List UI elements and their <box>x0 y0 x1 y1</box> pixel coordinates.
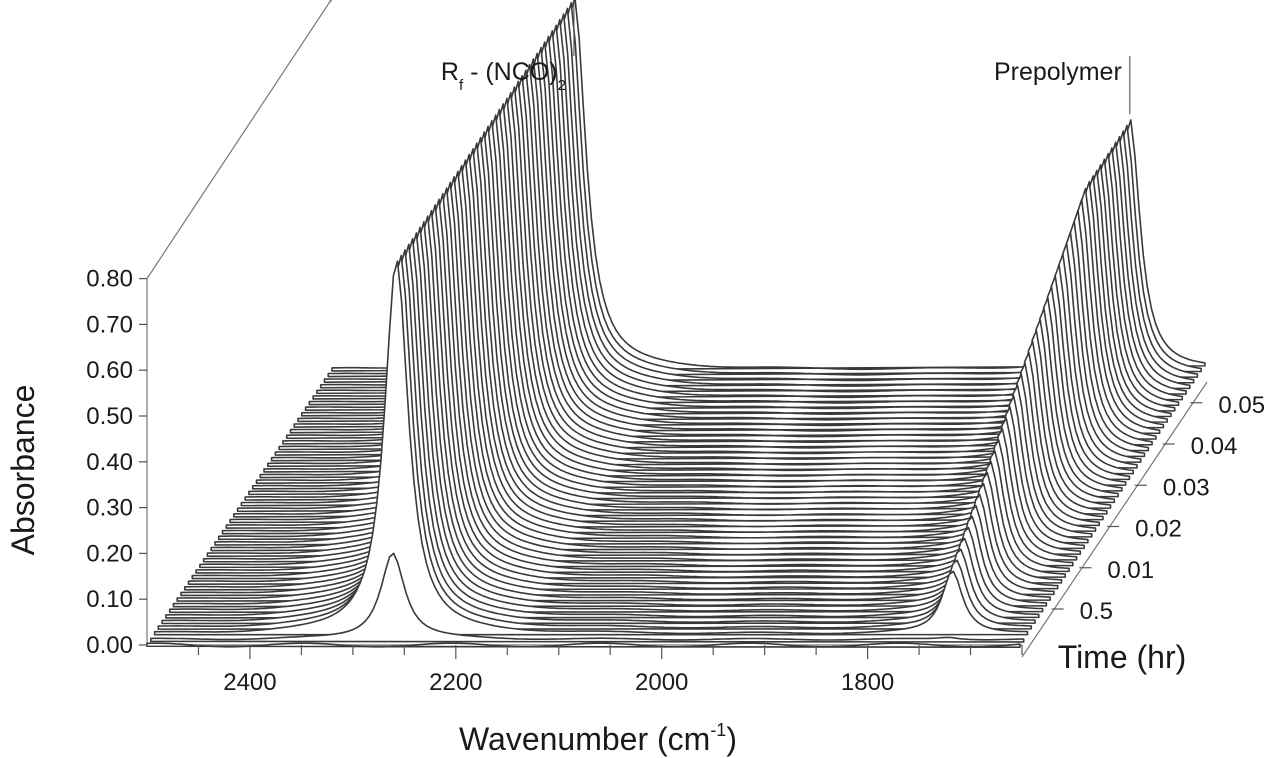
annotation-subscript-2: 2 <box>558 77 566 94</box>
top-left-depth-edge <box>146 0 332 279</box>
annotation-main: Prepolymer <box>994 58 1122 86</box>
spectrum-line <box>149 552 1025 643</box>
peak-annotations: Rf - (NCO)2 Prepolymer <box>441 0 1131 115</box>
y-tick-label: 0.50 <box>86 403 133 430</box>
annotation-subscript: f <box>459 77 464 94</box>
z-axis-ticks: 0.5 0.01 0.02 0.03 0.04 0.05 <box>1051 392 1265 625</box>
x-tick-label: 1800 <box>841 669 894 696</box>
x-axis-title-superscript: -1 <box>710 720 726 740</box>
x-axis-title: Wavenumber (cm-1) <box>459 720 737 757</box>
z-tick-label: 0.04 <box>1191 433 1238 460</box>
z-tick-label: 0.01 <box>1107 557 1154 584</box>
y-tick-label: 0.80 <box>86 266 133 293</box>
annotation-rest: - (NCO) <box>463 58 557 86</box>
z-tick-label: 0.02 <box>1135 516 1182 543</box>
y-tick-label: 0.20 <box>86 540 133 567</box>
right-depth-edge <box>1021 381 1208 658</box>
x-axis-ticks: 2400 2200 2000 1800 <box>197 645 1023 696</box>
z-axis-title: Time (hr) <box>1058 639 1187 675</box>
y-tick-label: 0.70 <box>86 311 133 338</box>
z-tick-label: 0.05 <box>1218 392 1265 419</box>
spectrum-line <box>153 260 1029 636</box>
spectra-series <box>146 0 1206 649</box>
y-axis-title: Absorbance <box>5 385 41 556</box>
annotation-label: Prepolymer <box>994 58 1122 86</box>
y-tick-label: 0.10 <box>86 586 133 613</box>
y-tick-label: 0.30 <box>86 495 133 522</box>
y-tick-label: 0.00 <box>86 632 133 659</box>
x-axis-title-main: Wavenumber (cm <box>459 721 710 757</box>
annotation-main: R <box>441 58 459 86</box>
z-tick-label: 0.03 <box>1163 474 1210 501</box>
z-tick-label: 0.5 <box>1080 598 1113 625</box>
y-tick-label: 0.40 <box>86 449 133 476</box>
x-tick-label: 2200 <box>429 669 482 696</box>
x-tick-label: 2400 <box>223 669 276 696</box>
annotation-label: Rf - (NCO)2 <box>441 58 566 94</box>
spectrum-line <box>146 642 1021 649</box>
x-axis-title-close: ) <box>726 721 737 757</box>
y-tick-label: 0.60 <box>86 357 133 384</box>
y-axis-ticks: 0.00 0.10 0.20 0.30 0.40 0.50 0.60 0.70 0.80 <box>86 266 147 659</box>
x-tick-label: 2000 <box>635 669 688 696</box>
